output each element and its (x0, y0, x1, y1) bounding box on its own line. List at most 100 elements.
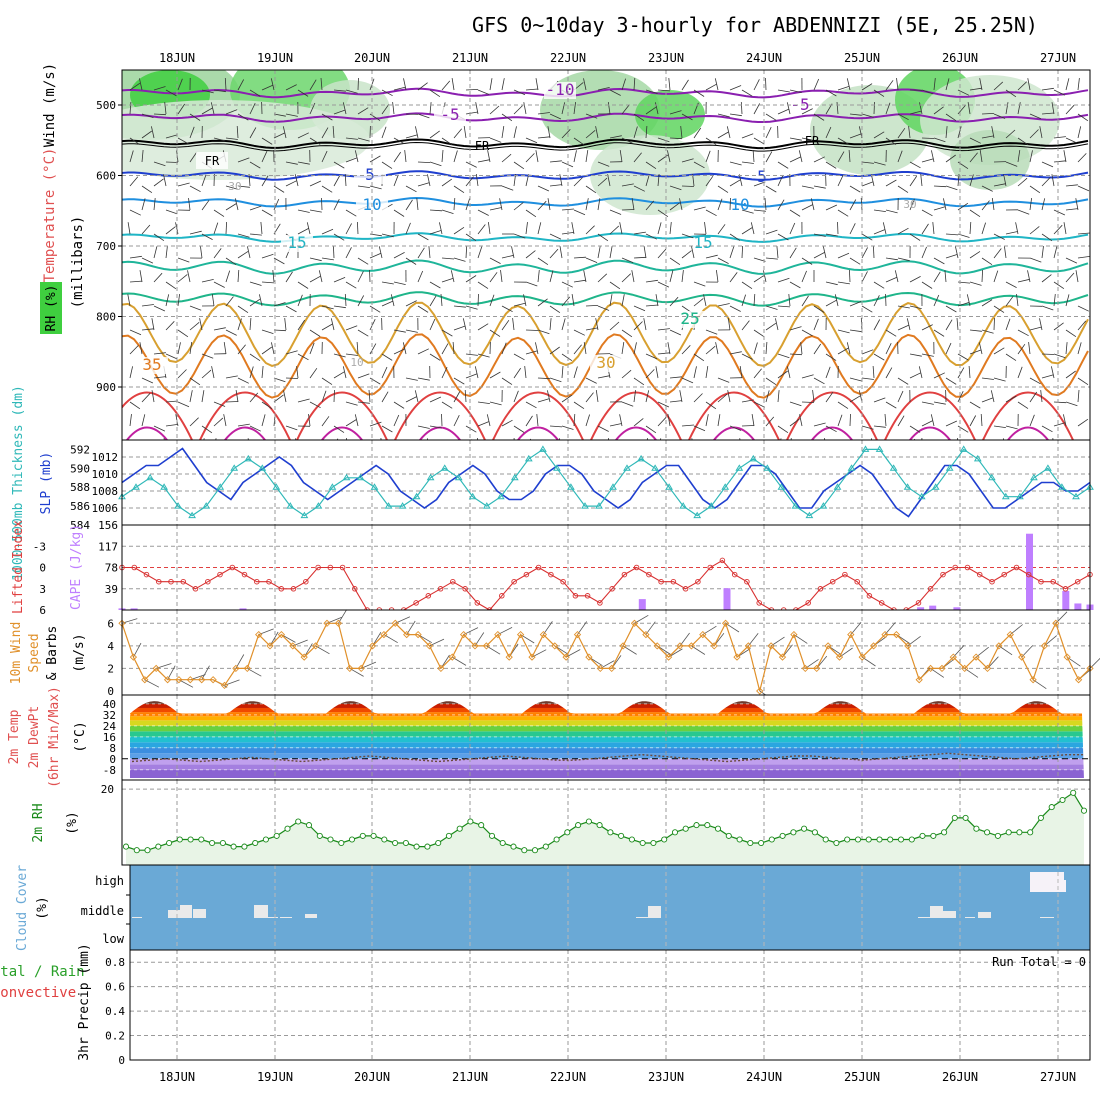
top-day-label: 18JUN (159, 51, 195, 65)
bottom-day-label: 26JUN (942, 1070, 978, 1084)
rh-shading (635, 90, 705, 140)
ylabel-barbs: & Barbs (45, 626, 60, 681)
cloud-box (1048, 880, 1066, 892)
bottom-day-label: 18JUN (159, 1070, 195, 1084)
rh-marker (737, 837, 742, 842)
cloud-background (130, 865, 1090, 950)
thickness-tick-label: 590 (70, 462, 90, 475)
rh-marker (726, 833, 731, 838)
wind-barb (226, 402, 238, 403)
cloud-box (132, 917, 142, 918)
temp-band (122, 720, 1090, 725)
rh-marker (274, 833, 279, 838)
rh-marker (823, 837, 828, 842)
wind-barb (442, 414, 443, 426)
precip-tick-label: 0.2 (105, 1030, 125, 1043)
wind-barb (766, 78, 767, 90)
rh-marker (349, 837, 354, 842)
wind-barb (682, 186, 694, 187)
slp-tick-label: 1010 (92, 468, 119, 481)
cloud-box (168, 910, 180, 918)
rh-marker (963, 815, 968, 820)
rh-marker (306, 823, 311, 828)
rh-marker (167, 840, 172, 845)
wind-barb (874, 102, 875, 114)
rh-marker (489, 833, 494, 838)
cloud-box (268, 917, 278, 918)
ylabel-rh: RH (%) (44, 285, 59, 332)
ylabel-minmax: (6hr Min/Max) (47, 686, 62, 788)
rh-marker (1028, 830, 1033, 835)
temp-tick-label: -8 (103, 764, 116, 777)
temp-band (122, 742, 1090, 747)
wind-barb (322, 198, 323, 210)
bottom-day-label: 27JUN (1040, 1070, 1076, 1084)
bottom-day-label: 21JUN (452, 1070, 488, 1084)
cape-bar (724, 588, 731, 610)
cloud-box (648, 906, 661, 918)
rh-marker (145, 848, 150, 853)
rh-marker (511, 844, 516, 849)
rh-marker (866, 837, 871, 842)
cloud-level-label: middle (81, 904, 124, 918)
ylabel-lifted-index: Lifted Index (11, 520, 26, 614)
top-day-label: 19JUN (257, 51, 293, 65)
cloud-box (180, 905, 192, 918)
rh-contour-label: 30 (903, 198, 916, 211)
rh-marker (479, 823, 484, 828)
rh-marker (414, 844, 419, 849)
bottom-day-label: 25JUN (844, 1070, 880, 1084)
rh-marker (554, 837, 559, 842)
chart-title: GFS 0~10day 3-hourly for ABDENNIZI (5E, … (472, 13, 1038, 37)
ylabel-convective: Convective (0, 985, 76, 1001)
rh-marker (242, 844, 247, 849)
rh-marker (253, 840, 258, 845)
rh-marker (328, 837, 333, 842)
rh-marker (586, 819, 591, 824)
bottom-day-label: 24JUN (746, 1070, 782, 1084)
cape-tick-label: 117 (98, 540, 118, 553)
isotherm-label-repeat: 15 (693, 233, 712, 252)
wind-barb (850, 414, 851, 426)
wind-barb (526, 330, 538, 331)
rh-marker (802, 826, 807, 831)
ylabel-total-rain: Total / Rain (0, 964, 85, 980)
ylabel-dewpt: 2m DewPt (27, 706, 42, 769)
top-day-label: 22JUN (550, 51, 586, 65)
cape-bar (1062, 591, 1069, 610)
cloud-box (636, 917, 648, 918)
ylabel-wind-speed: Speed (27, 633, 42, 672)
cape-bar (929, 606, 936, 610)
rh-tick-label: 20 (101, 783, 114, 796)
bottom-day-label: 23JUN (648, 1070, 684, 1084)
rh-marker (683, 826, 688, 831)
precip-tick-label: 0 (118, 1054, 125, 1067)
isotherm-label: 15 (287, 233, 306, 252)
isotherm-label: 30 (596, 353, 615, 372)
rh-marker (1081, 808, 1086, 813)
rh-marker (199, 837, 204, 842)
rh-marker (629, 837, 634, 842)
rh-marker (855, 837, 860, 842)
ylabel-temperature: Temperature (°C) (42, 148, 58, 283)
temp-band (122, 748, 1090, 753)
rh-contour-label: 30 (228, 180, 241, 193)
rh-marker (1060, 797, 1065, 802)
rh-marker (608, 830, 613, 835)
top-day-label: 25JUN (844, 51, 880, 65)
wind-barb (358, 78, 359, 90)
rh-marker (909, 837, 914, 842)
isotherm-label-repeat: FR (805, 134, 820, 148)
rh-marker (995, 833, 1000, 838)
cape-bar (639, 599, 646, 610)
li-tick-label: 6 (39, 604, 46, 617)
ylabel-millibars: (millibars) (70, 216, 86, 309)
rh-marker (640, 840, 645, 845)
rh-marker (662, 837, 667, 842)
